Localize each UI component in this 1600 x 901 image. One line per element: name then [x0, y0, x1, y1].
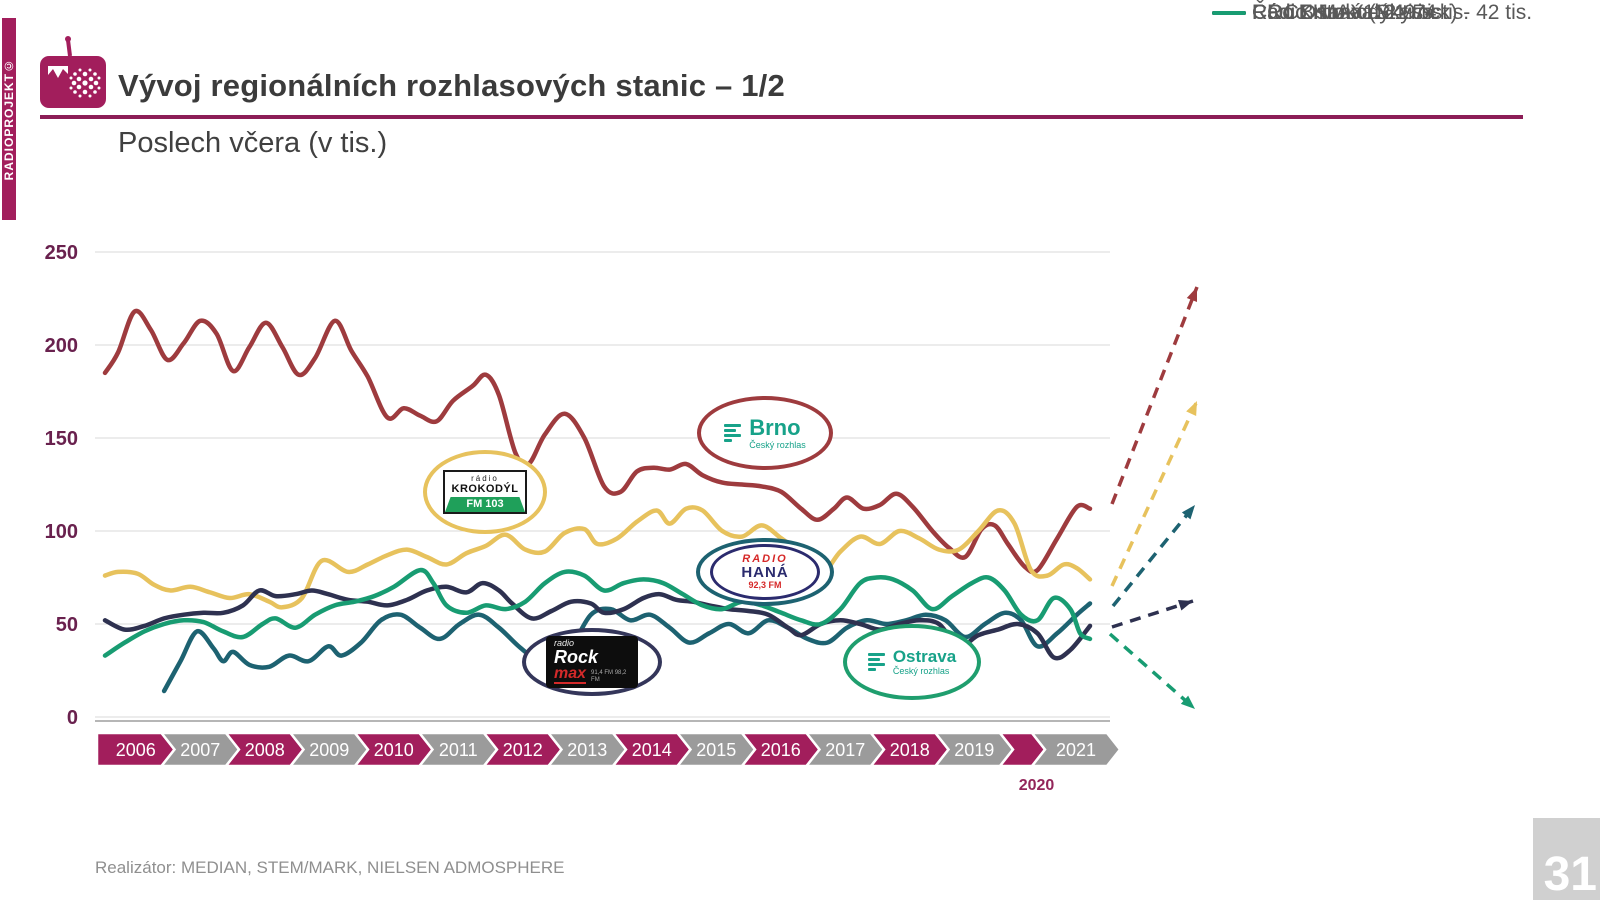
timeline-chevron-2021: [1029, 731, 1122, 768]
timeline-year-label: 2008: [245, 740, 285, 760]
cesky-rozhlas-bars-icon: [724, 424, 742, 442]
timeline-year-label: 2011: [439, 740, 478, 760]
series-line-ROCK MAX: [161, 601, 1093, 694]
y-tick-label: 50: [56, 614, 78, 636]
arrowhead: [1180, 695, 1195, 709]
page-subtitle: Poslech včera (v tis.): [118, 127, 388, 159]
timeline-year-label: 2010: [374, 740, 414, 760]
legend-swatch: [1212, 11, 1246, 15]
pointer-arrow-Rádio Haná (Skyrock): [1108, 632, 1197, 711]
cesky-rozhlas-bars-icon: [867, 653, 885, 671]
y-tick-label: 100: [45, 521, 78, 543]
hana-radio-text: RADIO: [742, 553, 788, 565]
y-tick-label: 200: [45, 335, 78, 357]
pointer-arrow-ČRo Ostrava: [1111, 599, 1194, 629]
page-title: Vývoj regionálních rozhlasových stanic –…: [118, 68, 785, 103]
timeline-year-label: 2017: [825, 740, 865, 760]
hana-fm-text: 92,3 FM: [748, 580, 782, 590]
brno-name-text: Brno: [749, 414, 801, 440]
realizator-note: Realizátor: MEDIAN, STEM/MARK, NIELSEN A…: [95, 858, 565, 877]
brno-sub-text: Český rozhlas: [749, 439, 806, 450]
logo-rock-max: radio Rock max 91,4 FM 98,2 FM: [522, 628, 662, 696]
ostrava-sub-text: Český rozhlas: [892, 666, 950, 676]
krokodyl-name-text: KROKODÝL: [451, 483, 519, 495]
legend-label: ČRo Ostrava - 49 tis.: [1252, 1, 1449, 24]
title-rule: [40, 115, 1523, 119]
series-line-Rádio Haná (Skyrock): [102, 567, 1093, 658]
timeline-below-label: 2020: [1019, 777, 1055, 794]
timeline-year-label: 2012: [503, 740, 543, 760]
rockmax-rock-text: Rock: [554, 647, 599, 667]
arrowhead: [1177, 600, 1193, 611]
timeline-year-label: 2013: [567, 740, 607, 760]
hana-logo-oval: RADIO HANÁ 92,3 FM: [710, 544, 820, 600]
timeline-year-label: 2021: [1056, 740, 1096, 760]
page-number: 31: [1543, 848, 1597, 901]
timeline-year-label: 2015: [696, 740, 736, 760]
legend-label: Rádio Krokodýl - 74 tis.: [1252, 1, 1470, 24]
y-tick-label: 250: [45, 242, 78, 264]
y-tick-label: 150: [45, 428, 78, 450]
timeline-year-label: 2018: [890, 740, 930, 760]
logo-radio-hana: RADIO HANÁ 92,3 FM: [696, 538, 834, 606]
krokodyl-logo-box: rádio KROKODÝL FM 103: [443, 470, 527, 514]
legend-label: ČRo Brno - 112 tis.: [1252, 1, 1430, 24]
radio-icon: [40, 36, 106, 108]
timeline-year-label: 2007: [180, 740, 220, 760]
krokodyl-radio-text: rádio: [471, 474, 499, 483]
logo-cro-ostrava: Ostrava Český rozhlas: [843, 624, 981, 700]
arrowhead: [1186, 401, 1197, 417]
rockmax-logo-box: radio Rock max 91,4 FM 98,2 FM: [546, 636, 638, 688]
series-line-Rádio Krokodýl: [102, 505, 1093, 610]
legend-label: Rádio Haná (Skyrock) - 42 tis.: [1252, 1, 1533, 24]
krokodyl-fm-text: FM 103: [445, 497, 525, 512]
ostrava-name-text: Ostrava: [892, 647, 957, 666]
page-number-box: 31: [1533, 818, 1600, 900]
arrowhead: [1181, 505, 1195, 520]
arrowhead: [1186, 287, 1198, 303]
legend-label: ROCK MAX - 61 tis.: [1252, 1, 1439, 24]
pointer-arrow-Rádio Krokodýl: [1110, 400, 1199, 587]
series-line-ČRo Brno: [102, 308, 1093, 575]
series-line-ČRo Ostrava: [102, 580, 1093, 661]
y-tick-label: 0: [67, 707, 78, 729]
pointer-arrow-ČRo Brno: [1110, 286, 1199, 505]
brand-sidebar: RADIOPROJEKT©: [2, 18, 16, 220]
timeline-year-label: 2016: [761, 740, 801, 760]
timeline-year-label: 2019: [954, 740, 994, 760]
logo-cro-brno: Brno Český rozhlas: [697, 396, 833, 470]
rockmax-radio-text: radio: [554, 638, 575, 648]
timeline-year-label: 2006: [116, 740, 156, 760]
rockmax-freq-text: 91,4 FM 98,2 FM: [591, 669, 627, 683]
legend-item-radio-hana: Rádio Haná (Skyrock) - 42 tis.: [1212, 0, 1532, 26]
timeline-year-label: 2009: [309, 740, 349, 760]
hana-name-text: HANÁ: [741, 564, 789, 581]
timeline-year-label: 2014: [632, 740, 672, 760]
pointer-arrow-ROCK MAX: [1111, 503, 1197, 608]
logo-radio-krokodyl: rádio KROKODÝL FM 103: [423, 450, 547, 534]
rockmax-max-text: max: [554, 665, 587, 684]
